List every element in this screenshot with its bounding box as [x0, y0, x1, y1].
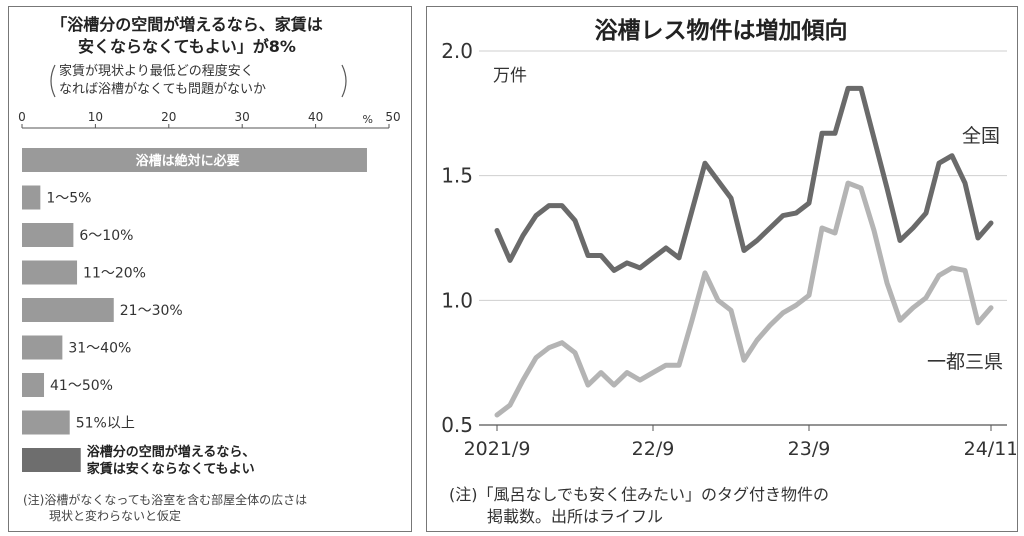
line-series — [494, 85, 994, 418]
series-label-national: 全国 — [962, 125, 1000, 147]
line-y-tick-label: 0.5 — [441, 413, 473, 437]
line-x-tick-label: 2021/9 — [464, 438, 531, 460]
line-x-tick-label: 22/9 — [632, 438, 675, 460]
bar-labels: 浴槽は絶対に必要 1～5% 6～10% 11～20% 21～30% 31～40% 41～50… — [46, 153, 255, 477]
bar-marks — [22, 148, 367, 472]
line-y-tick-label: 1.0 — [441, 288, 473, 312]
bar-axis: 0 10 20 30 40 50 — [18, 110, 401, 129]
national-series-line — [494, 85, 994, 273]
bar-category-label: 11～20% — [83, 266, 146, 282]
bar-mark — [22, 373, 45, 397]
line-x-tick-label: 23/9 — [788, 438, 831, 460]
bar-mark — [22, 185, 41, 210]
bar-category-label: 浴槽分の空間が増えるなら、 — [87, 444, 256, 460]
line-chart-note-line-2: 掲載数。出所はライフル — [487, 507, 663, 526]
metro-series-line — [494, 180, 994, 418]
bar-category-label: 6～10% — [79, 228, 133, 244]
bar-category-label: 浴槽は絶対に必要 — [136, 153, 240, 169]
line-chart: 浴槽レス物件は増加傾向 0.5 1.0 1.5 2.0 2021/9 22/9 23/9 24… — [441, 17, 1018, 526]
left-chart-panel: 「浴槽分の空間が増えるなら、家賃は 安くならなくてもよい」が8% 家賃が現状より… — [8, 6, 412, 532]
series-label-metro: 一都三県 — [927, 351, 1003, 373]
bar-mark — [22, 260, 78, 285]
bar-mark — [22, 298, 114, 322]
bar-category-label: 51%以上 — [76, 416, 135, 432]
subtitle-open-paren — [50, 64, 56, 98]
line-y-tick-label: 2.0 — [441, 39, 473, 63]
line-chart-note-line-1: (注)「風呂なしでも安く住みたい」のタグ付き物件の — [449, 485, 829, 504]
bar-mark — [22, 448, 81, 472]
bar-chart-unit-label: % — [363, 113, 373, 126]
bar-chart-note-line-1: (注)浴槽がなくなっても浴室を含む部屋全体の広さは — [23, 492, 307, 507]
bar-mark — [22, 148, 367, 172]
bar-x-tick-label: 40 — [308, 110, 323, 124]
bar-category-label: 41～50% — [50, 378, 113, 394]
bar-chart-note-line-2: 現状と変わらないと仮定 — [49, 508, 181, 523]
bar-category-label: 21～30% — [120, 303, 183, 319]
subtitle-close-paren — [341, 64, 347, 98]
bar-mark — [22, 223, 74, 247]
bar-chart-title-line-2: 安くならなくてもよい」が8% — [78, 37, 296, 56]
line-chart-unit-label: 万件 — [493, 66, 527, 86]
bar-mark — [22, 335, 63, 360]
bar-category-label: 31～40% — [68, 341, 131, 357]
bar-chart-subtitle-line-2: なれば浴槽がなくても問題がないか — [59, 82, 266, 97]
right-chart-panel: 浴槽レス物件は増加傾向 0.5 1.0 1.5 2.0 2021/9 22/9 23/9 24… — [426, 6, 1018, 532]
bar-x-tick-label: 0 — [18, 110, 26, 124]
line-grid: 0.5 1.0 1.5 2.0 2021/9 22/9 23/9 24/11 — [441, 39, 1018, 460]
bar-category-label: 1～5% — [46, 191, 91, 207]
bar-x-tick-label: 20 — [161, 110, 176, 124]
bar-chart-title-line-1: 「浴槽分の空間が増えるなら、家賃は — [51, 15, 323, 34]
bar-x-tick-label: 30 — [235, 110, 250, 124]
line-y-tick-label: 1.5 — [441, 164, 473, 188]
line-chart-title: 浴槽レス物件は増加傾向 — [595, 17, 848, 44]
line-x-tick-label: 24/11 — [964, 438, 1016, 460]
bar-chart-subtitle-line-1: 家賃が現状より最低どの程度安く — [59, 63, 254, 79]
bar-x-tick-label: 50 — [385, 110, 400, 124]
bar-chart: 「浴槽分の空間が増えるなら、家賃は 安くならなくてもよい」が8% 家賃が現状より… — [18, 15, 401, 523]
bar-category-label: 家賃は安くならなくてもよい — [87, 461, 255, 477]
bar-x-tick-label: 10 — [88, 110, 103, 124]
bar-mark — [22, 410, 70, 435]
